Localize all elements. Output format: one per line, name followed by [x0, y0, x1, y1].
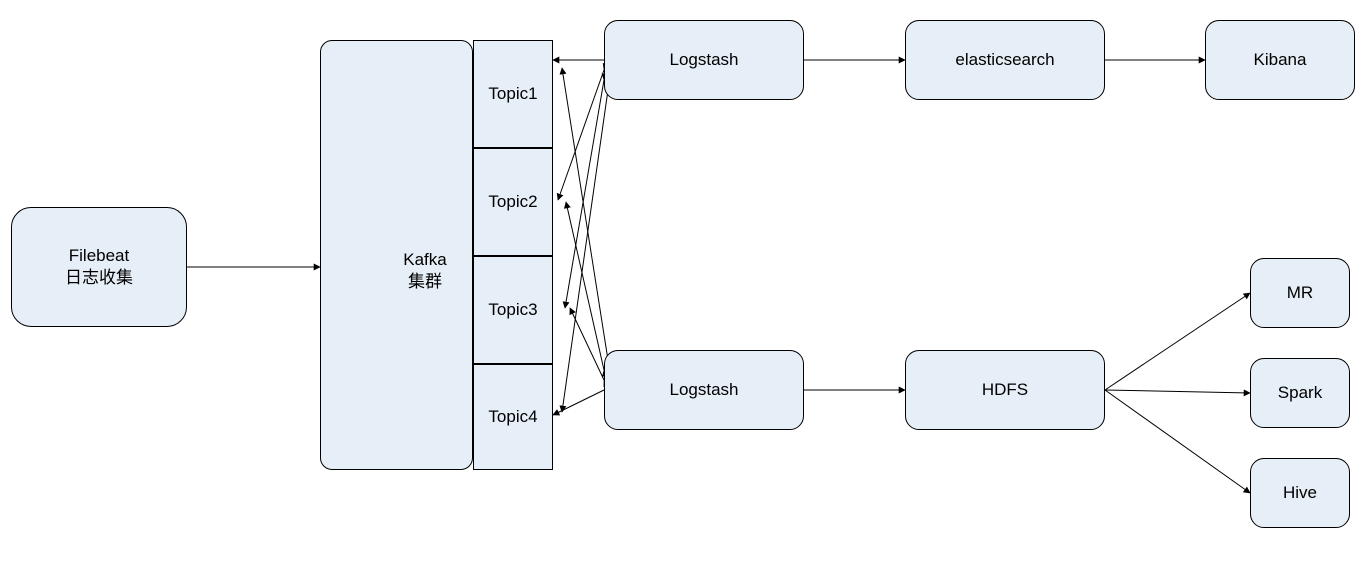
edge-7	[566, 202, 604, 370]
edge-5	[553, 390, 604, 415]
node-topic4: Topic4	[473, 364, 553, 470]
node-topic2: Topic2	[473, 148, 553, 256]
edge-2	[558, 70, 604, 200]
node-mr: MR	[1250, 258, 1350, 328]
edge-3	[565, 80, 604, 308]
node-filebeat: Filebeat 日志收集	[11, 207, 187, 327]
node-elasticsearch: elasticsearch	[905, 20, 1105, 100]
edge-6	[570, 308, 604, 380]
node-logstash1: Logstash	[604, 20, 804, 100]
node-hdfs: HDFS	[905, 350, 1105, 430]
node-hive: Hive	[1250, 458, 1350, 528]
edge-13	[1105, 390, 1250, 393]
node-topic3: Topic3	[473, 256, 553, 364]
edge-14	[1105, 390, 1250, 493]
node-logstash2: Logstash	[604, 350, 804, 430]
node-kafka: Kafka 集群	[320, 40, 473, 470]
edge-12	[1105, 293, 1250, 390]
node-topic1: Topic1	[473, 40, 553, 148]
node-kibana: Kibana	[1205, 20, 1355, 100]
diagram-stage: Filebeat 日志收集 Kafka 集群 Topic1Topic2Topic3T…	[0, 0, 1369, 567]
edge-4	[562, 90, 608, 412]
node-spark: Spark	[1250, 358, 1350, 428]
edge-8	[562, 68, 608, 360]
node-label-kafka: Kafka 集群	[403, 249, 446, 293]
